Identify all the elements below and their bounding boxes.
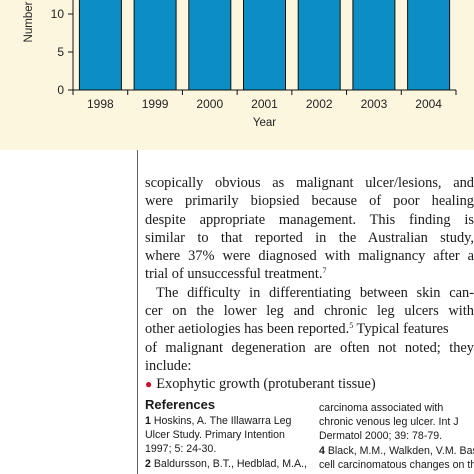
body-line: include: <box>145 357 192 374</box>
x-tick-label: 2003 <box>361 97 388 111</box>
bar-chart: 0 5 10 1998 1999 2000 2001 2002 2003 2004 Year Numb… <box>23 0 457 129</box>
reference-line: 1997; 5: 24-30. <box>145 443 217 456</box>
reference-item: 1 Hoskins, A. The Illawarra Leg <box>145 414 307 428</box>
body-line: were primarily biopsied because of poor … <box>145 193 474 210</box>
reference-item: 4 Black, M.M., Walkden, V.M. Basal <box>319 444 474 458</box>
body-line: cer on the lower leg and chronic leg ulc… <box>145 303 474 320</box>
bullet-text: Exophytic growth (protuberant tissue) <box>156 376 376 393</box>
x-tick-label: 1999 <box>142 97 169 111</box>
body-line-last: trial of unsuccessful treatment.7 <box>145 265 474 283</box>
reference-line: Black, M.M., Walkden, V.M. Basal <box>327 444 474 457</box>
x-axis-title: Year <box>253 117 276 129</box>
body-line: of malignant degeneration are often not … <box>145 339 474 356</box>
x-tick-label: 2004 <box>415 97 442 111</box>
y-tick-label: 10 <box>51 7 65 21</box>
x-tick-label: 2000 <box>196 97 223 111</box>
reference-number: 2 <box>145 457 151 470</box>
references-left-column: 1 Hoskins, A. The Illawarra Leg Ulcer St… <box>145 414 307 471</box>
bar <box>133 0 177 91</box>
x-tick-label: 1998 <box>87 97 114 111</box>
bar <box>407 0 451 91</box>
reference-line: Baldursson, B.T., Hedblad, M.A., <box>153 457 307 470</box>
reference-line: cell carcinomatous changes on the <box>319 458 474 471</box>
bullet-item: ● Exophytic growth (protuberant tissue) <box>145 375 474 393</box>
body-text: scopically obvious as malignant ulcer/le… <box>145 174 474 394</box>
references-heading: References <box>145 397 216 412</box>
reference-number: 1 <box>145 415 151 427</box>
y-tick-label: 5 <box>57 45 64 59</box>
body-line-text: other aetiologies has been reported. <box>145 321 350 338</box>
body-line: similar to that reported in the Australi… <box>145 229 474 246</box>
y-axis-title: Number <box>23 1 35 42</box>
y-tick-label: 0 <box>57 83 64 97</box>
body-line: scopically obvious as malignant ulcer/le… <box>145 175 474 191</box>
bullet-icon: ● <box>145 377 153 392</box>
bar <box>243 0 286 91</box>
reference-item: 2 Baldursson, B.T., Hedblad, M.A., <box>145 457 307 471</box>
reference-line: Dermatol 2000; 39: 78-79. <box>319 430 443 443</box>
column-rule <box>137 150 138 474</box>
citation-mark: 7 <box>322 266 327 276</box>
body-line-text: trial of unsuccessful treatment. <box>145 266 323 283</box>
bar <box>352 0 396 91</box>
bar <box>188 0 232 91</box>
references-right-column: carcinoma associated with chronic venous… <box>319 401 474 472</box>
body-line-tail: Typical features <box>353 321 449 338</box>
x-tick-label: 2002 <box>306 97 333 111</box>
body-line-with-citation: other aetiologies has been reported.5 Ty… <box>145 320 474 338</box>
reference-line: chronic venous leg ulcer. Int J <box>319 416 459 429</box>
body-line: where 37% were diagnosed with malignancy… <box>145 248 474 265</box>
citation-mark: 5 <box>349 321 354 331</box>
x-tick-label: 2001 <box>251 97 278 111</box>
reference-number: 4 <box>319 444 325 457</box>
figure-panel: 0 5 10 1998 1999 2000 2001 2002 2003 2004 Year Numb… <box>0 0 474 150</box>
reference-line: Ulcer Study. Primary Intention <box>145 429 285 442</box>
reference-line: Hoskins, A. The Illawarra Leg <box>153 415 292 427</box>
body-line: The difficulty in differentiating betwee… <box>156 284 474 301</box>
bar <box>297 0 341 91</box>
bar <box>78 0 122 91</box>
body-line: despite appropriate management. This fin… <box>145 211 474 228</box>
reference-line: carcinoma associated with <box>319 402 444 414</box>
